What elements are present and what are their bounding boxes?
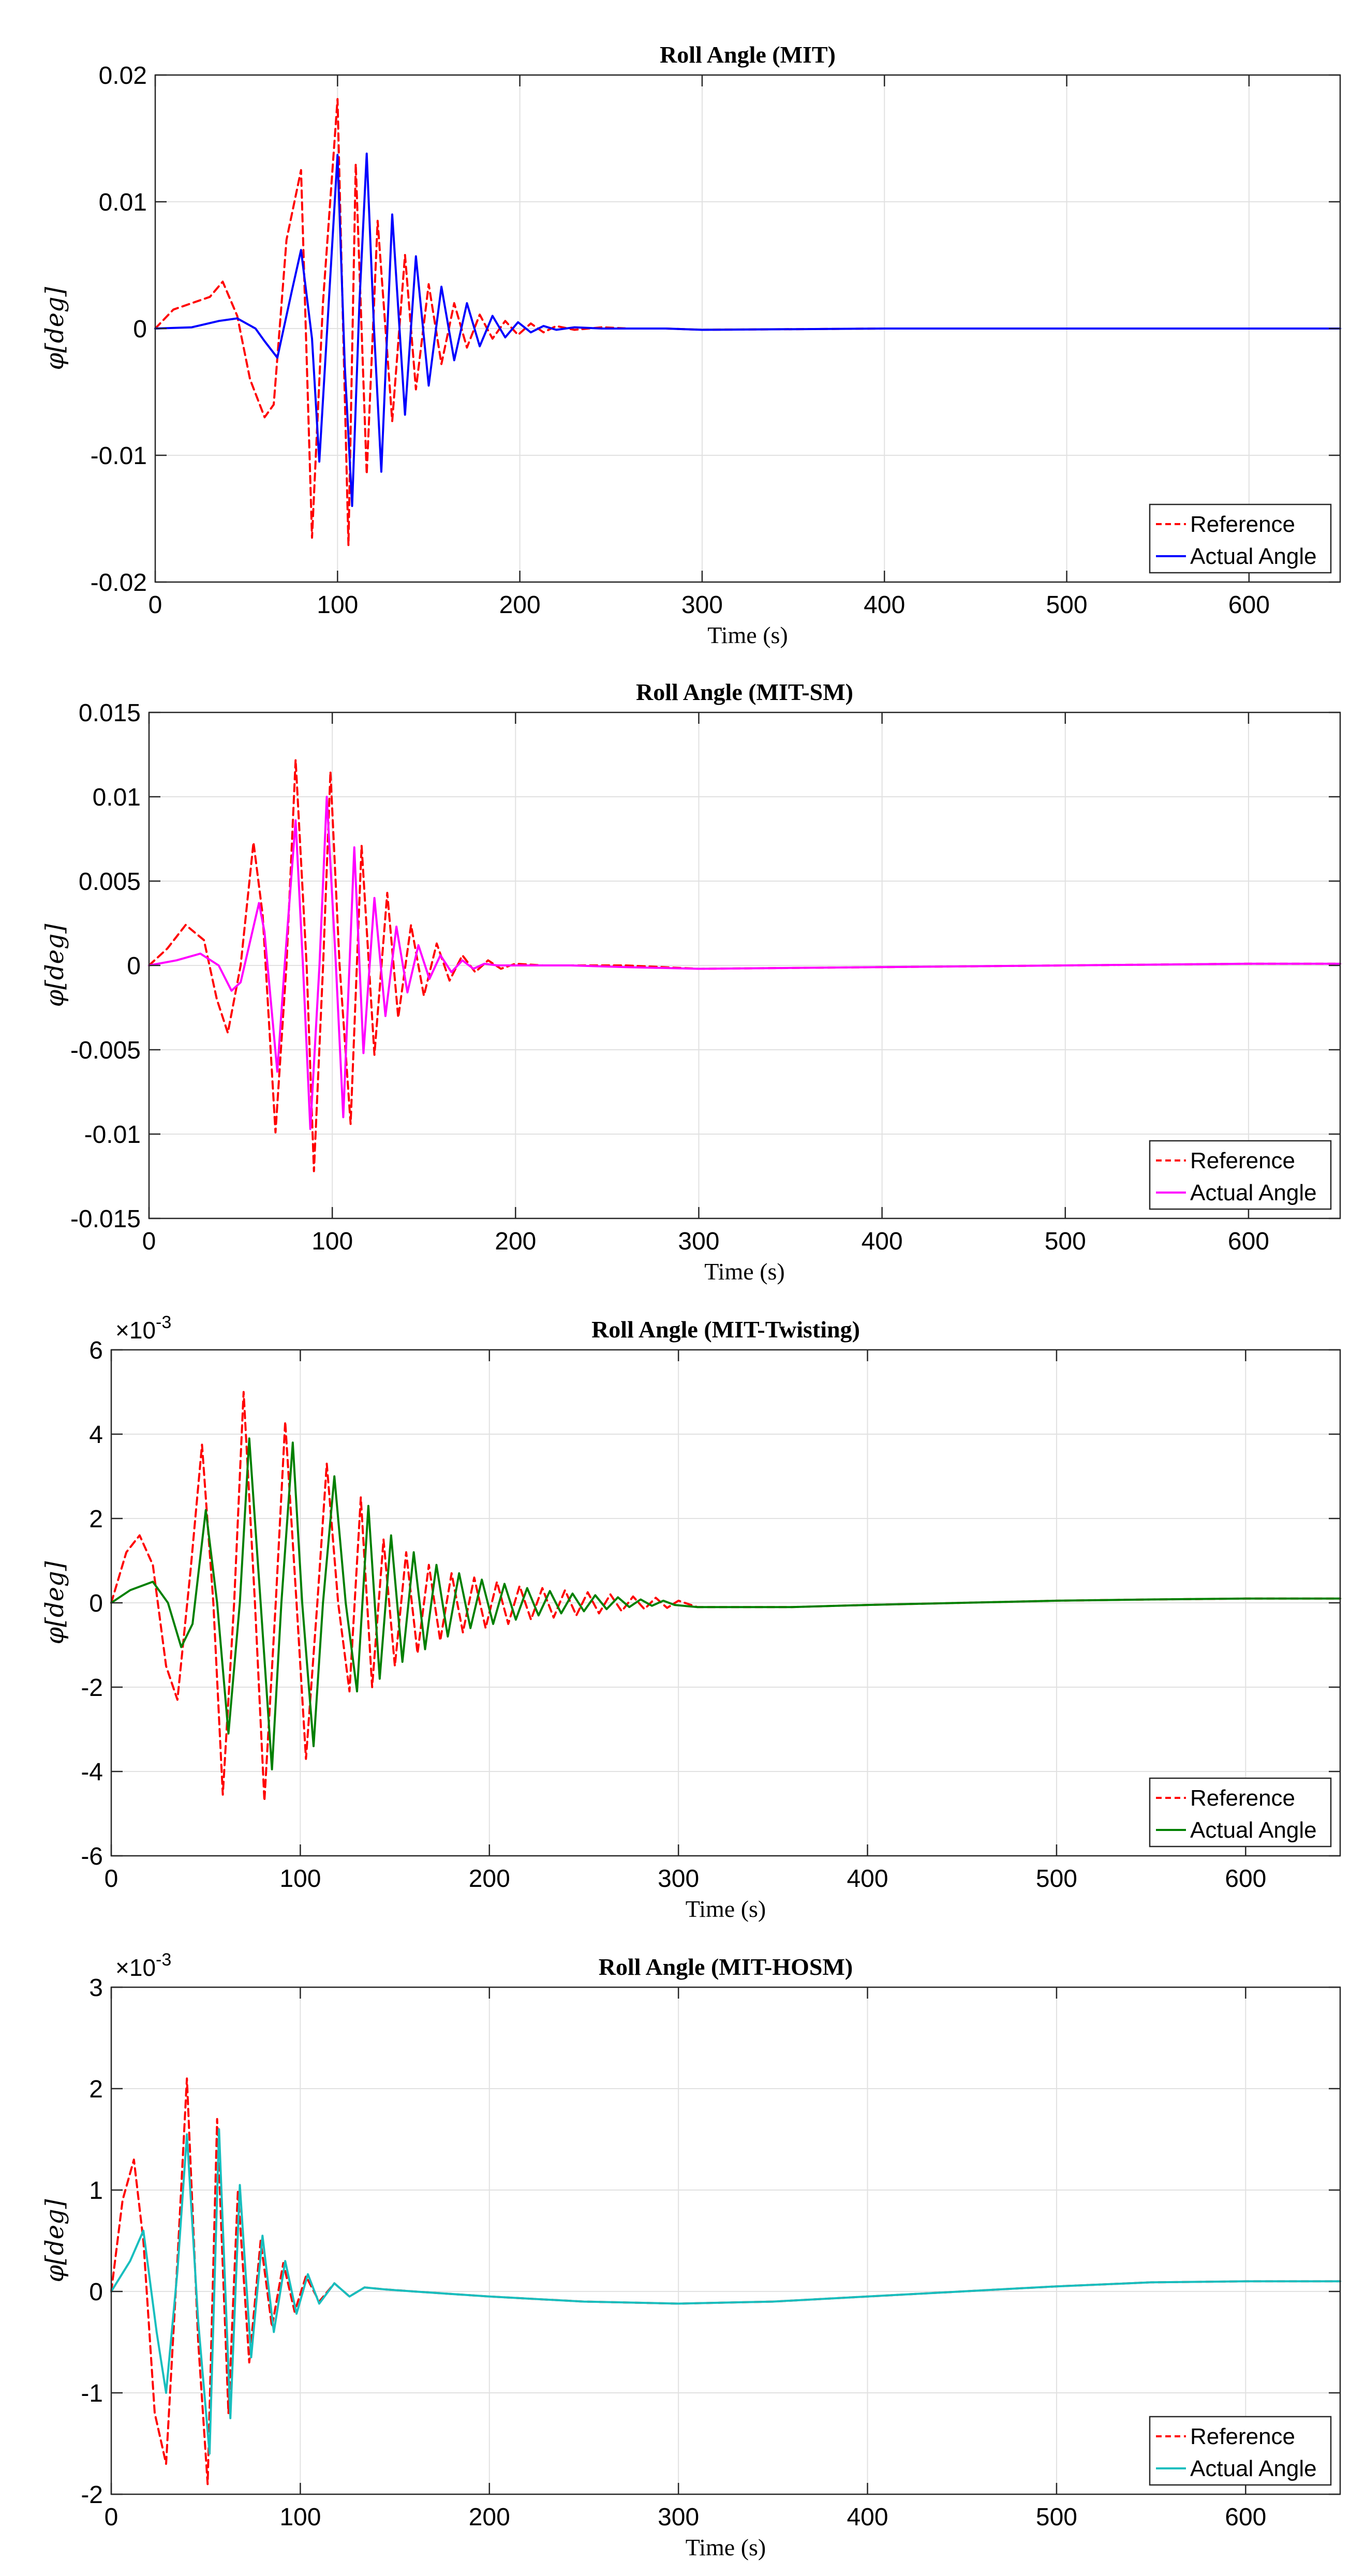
- x-tick-label: 100: [279, 2504, 321, 2531]
- y-tick-label: 0.02: [99, 62, 147, 90]
- y-tick-label: -0.01: [84, 1121, 141, 1149]
- x-tick-label: 200: [469, 2504, 510, 2531]
- chart-panel-4: 0 100 200 300 400 500 600 -2 -1 0 1 2 3 ×10-3 Roll Ang…: [40, 1950, 1341, 2560]
- x-tick-label: 200: [499, 591, 541, 619]
- legend-box: [1149, 503, 1332, 574]
- y-tick-label: -0.01: [91, 442, 147, 470]
- legend: Reference Actual Angle: [1149, 503, 1332, 574]
- x-tick-label: 200: [495, 1228, 536, 1255]
- x-tick-label: 300: [658, 2504, 699, 2531]
- x-tick-label: 600: [1225, 1865, 1266, 1893]
- y-tick-label: -0.005: [70, 1037, 141, 1064]
- legend-label: Reference: [1190, 1785, 1295, 1811]
- x-tick-label: 100: [279, 1865, 321, 1893]
- y-tick-label: 0: [133, 316, 147, 343]
- x-tick-label: 500: [1036, 1865, 1077, 1893]
- chart-panel-1: 0 100 200 300 400 500 600 -0.02 -0.01 0 0.01 0.02 Ro…: [40, 41, 1341, 648]
- legend-label: Reference: [1190, 1148, 1295, 1173]
- chart-title: Roll Angle (MIT): [660, 41, 836, 68]
- y-tick-label: 0.005: [79, 868, 141, 896]
- y-tick-label: 4: [89, 1421, 103, 1449]
- y-tick-label: -1: [81, 2380, 103, 2407]
- legend-label: Reference: [1190, 2424, 1295, 2449]
- series-line-actual-angle: [154, 152, 1341, 507]
- x-tick-label: 0: [105, 2504, 118, 2531]
- axes-box: [110, 1986, 1341, 2495]
- y-axis-label: φ[deg]: [40, 287, 69, 370]
- legend-box: [1149, 1140, 1332, 1210]
- legend-label: Actual Angle: [1190, 544, 1317, 569]
- x-axis-label: Time (s): [686, 1896, 766, 1922]
- chart-title: Roll Angle (MIT-HOSM): [599, 1954, 853, 1980]
- y-axis-label: φ[deg]: [40, 2199, 69, 2282]
- x-tick-label: 600: [1228, 591, 1270, 619]
- legend-box: [1149, 2416, 1332, 2486]
- x-tick-label: 500: [1045, 1228, 1086, 1255]
- chart-title: Roll Angle (MIT-Twisting): [591, 1316, 860, 1343]
- x-axis-label: Time (s): [704, 1258, 785, 1285]
- legend: Reference Actual Angle: [1149, 2416, 1332, 2486]
- y-tick-label: 0: [89, 1590, 103, 1617]
- y-exponent-label: ×10-3: [115, 1313, 171, 1344]
- series-line-actual-angle: [110, 2128, 1341, 2455]
- legend-label: Actual Angle: [1190, 2456, 1317, 2481]
- x-tick-label: 500: [1046, 591, 1087, 619]
- chart-panel-2: 0 100 200 300 400 500 600 -0.015 -0.01 -0.005 0 0.0…: [40, 679, 1341, 1285]
- x-tick-label: 300: [658, 1865, 699, 1893]
- x-tick-label: 0: [142, 1228, 156, 1255]
- series-line-reference: [110, 1391, 1341, 1803]
- y-tick-label: 0.015: [79, 699, 141, 727]
- x-axis-label: Time (s): [686, 2534, 766, 2560]
- y-tick-label: -2: [81, 1674, 103, 1702]
- legend-label: Actual Angle: [1190, 1180, 1317, 1205]
- x-axis-label: Time (s): [707, 622, 788, 648]
- y-tick-label: 0: [127, 952, 141, 980]
- y-tick-label: 0.01: [99, 189, 147, 216]
- y-tick-label: 1: [89, 2177, 103, 2205]
- y-tick-label: 2: [89, 2076, 103, 2103]
- legend-label: Actual Angle: [1190, 1818, 1317, 1843]
- x-tick-label: 400: [847, 2504, 888, 2531]
- plot-area: [111, 1987, 1340, 2494]
- x-tick-label: 500: [1036, 2504, 1077, 2531]
- y-tick-label: 6: [89, 1337, 103, 1364]
- x-tick-label: 400: [864, 591, 905, 619]
- x-tick-label: 400: [847, 1865, 888, 1893]
- legend: Reference Actual Angle: [1149, 1777, 1332, 1848]
- x-tick-label: 300: [681, 591, 723, 619]
- y-tick-label: 3: [89, 1974, 103, 2002]
- y-tick-label: 0: [89, 2279, 103, 2306]
- x-tick-label: 200: [469, 1865, 510, 1893]
- chart-panel-3: 0 100 200 300 400 500 600 -6 -4 -2 0 2 4 6 ×10-3 Roll A…: [40, 1313, 1341, 1922]
- y-tick-label: 0.01: [93, 784, 141, 811]
- x-tick-label: 100: [317, 591, 358, 619]
- x-tick-label: 600: [1225, 2504, 1266, 2531]
- y-tick-label: -4: [81, 1759, 103, 1786]
- y-tick-label: -0.02: [91, 569, 147, 597]
- legend-box: [1149, 1777, 1332, 1848]
- x-tick-label: 600: [1228, 1228, 1269, 1255]
- y-axis-label: φ[deg]: [40, 924, 69, 1007]
- y-tick-label: -6: [81, 1843, 103, 1870]
- legend: Reference Actual Angle: [1149, 1140, 1332, 1210]
- y-axis-label: φ[deg]: [40, 1561, 69, 1644]
- y-tick-label: -2: [81, 2481, 103, 2509]
- x-tick-label: 0: [105, 1865, 118, 1893]
- x-tick-label: 0: [149, 591, 162, 619]
- series-line-actual-angle: [148, 796, 1341, 1130]
- x-tick-label: 100: [311, 1228, 353, 1255]
- x-tick-label: 400: [862, 1228, 903, 1255]
- y-tick-label: -0.015: [70, 1205, 141, 1233]
- series-line-actual-angle: [110, 1437, 1341, 1770]
- y-tick-label: 2: [89, 1506, 103, 1533]
- chart-title: Roll Angle (MIT-SM): [636, 679, 853, 705]
- legend-label: Reference: [1190, 512, 1295, 537]
- x-tick-label: 300: [678, 1228, 719, 1255]
- y-exponent-label: ×10-3: [115, 1950, 171, 1981]
